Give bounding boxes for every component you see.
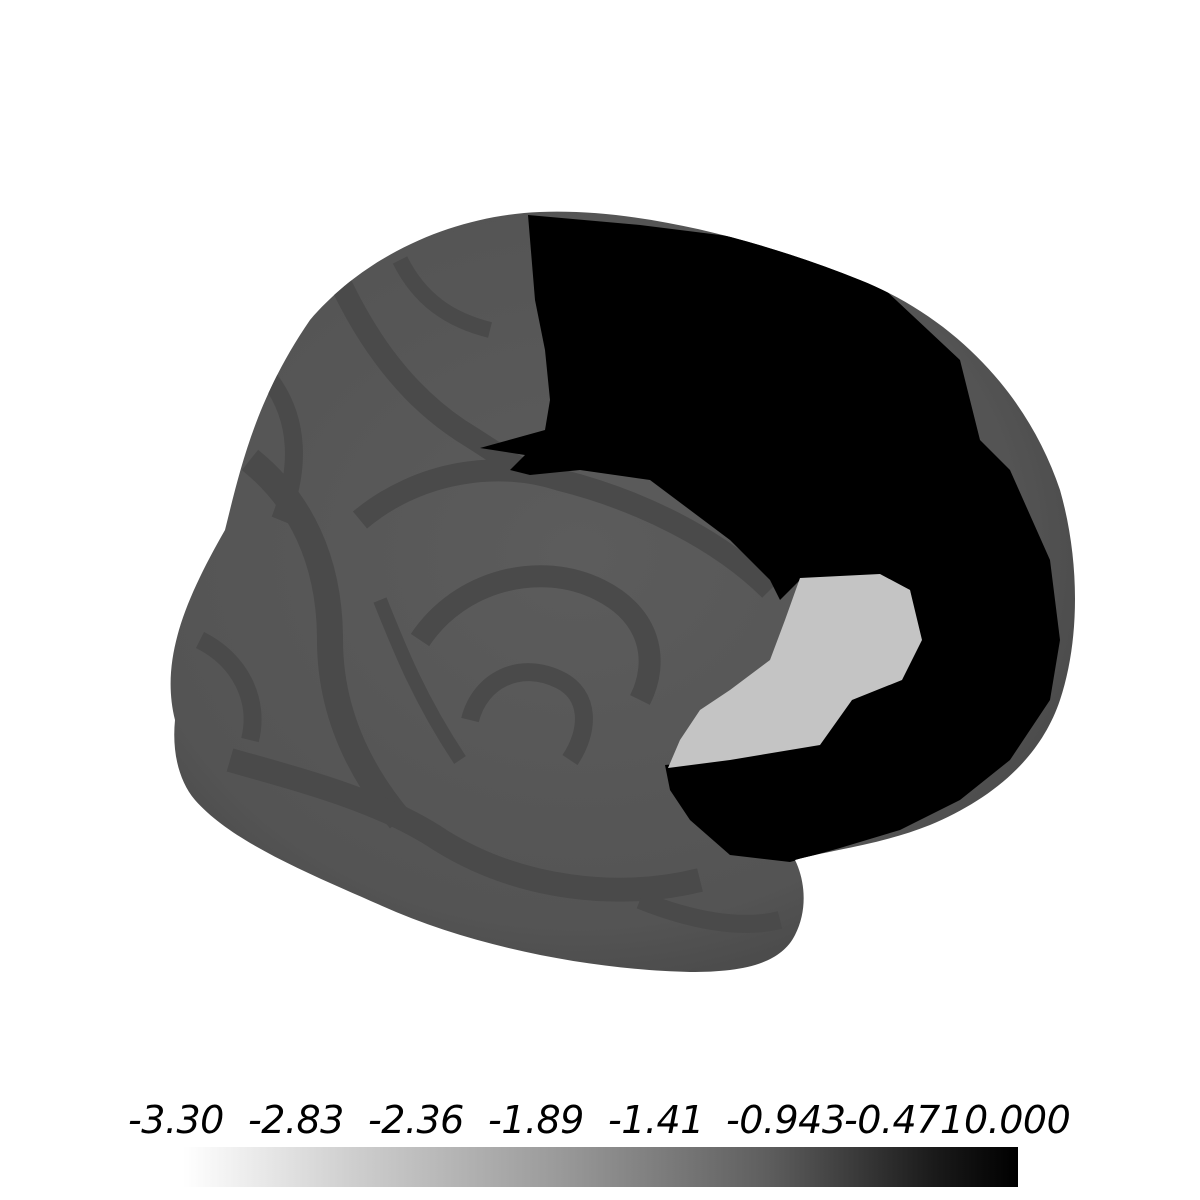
rim-highlight (170, 211, 1076, 973)
sulcal-pattern (170, 211, 1076, 973)
colorbar-tick-label: -1.41 (608, 1098, 704, 1142)
colorbar-tick-label: -0.943 (726, 1098, 846, 1142)
colorbar-tick-labels: -3.30 -2.83 -2.36 -1.89 -1.41 -0.943 -0.… (120, 1098, 1080, 1148)
colorbar-tick-label: 0.000 (964, 1098, 1071, 1142)
colorbar-gradient (183, 1147, 1018, 1187)
colorbar-tick-label: -2.36 (368, 1098, 464, 1142)
colorbar-tick-label: -1.89 (488, 1098, 584, 1142)
colorbar-tick-label: -2.83 (248, 1098, 344, 1142)
colorbar-tick-label: -0.471 (844, 1098, 964, 1142)
colorbar-tick-label: -3.30 (128, 1098, 224, 1142)
